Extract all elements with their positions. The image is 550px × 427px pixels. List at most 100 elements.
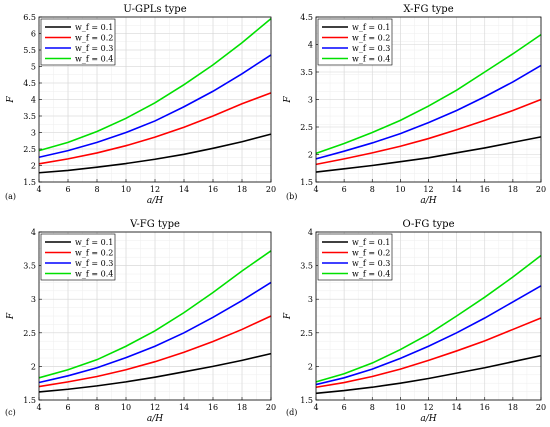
legend: w_f = 0.1 w_f = 0.2w_f = 0.3 w_f = 0.4 [317,233,393,281]
panel-label: (c) [5,408,16,417]
x-tick-label: 4 [313,403,318,412]
series-line-2 [315,98,542,166]
x-tick-label: 14 [179,403,189,412]
x-axis-label: a/H [420,196,436,206]
legend-label: w_f = 0.1 [352,23,390,32]
y-tick-label: 3 [308,295,313,304]
x-tick-label: 10 [121,403,131,412]
legend-label: w_f = 0.1 [75,238,113,247]
series-line-4 [38,250,272,379]
y-tick-label: 4.5 [23,79,36,88]
y-tick-label: 2 [31,162,36,171]
x-tick-label: 8 [94,185,99,194]
y-tick-label: 1.5 [300,396,313,405]
x-tick-label: 18 [508,185,518,194]
legend-label: w_f = 0.4 [352,55,390,64]
chart-panel-1: 4 6 8 10 12 14 16 18 20 1.5 2 2.5 3 3.5 4 4.5 5 5.5 6 6.5 U-… [5,4,276,206]
legend-label: w_f = 0.2 [352,34,390,43]
y-tick-label: 2.5 [23,329,36,338]
y-tick-label: 4 [31,228,36,237]
y-tick-label: 2 [31,362,36,371]
chart-panel-4: 4 6 8 10 12 14 16 18 20 1.5 2 2.5 3 3.5 4 O-FG type a/H F… [283,219,546,424]
legend-label: w_f = 0.1 [352,238,390,247]
x-axis-label: a/H [147,414,163,424]
y-tick-label: 5 [31,63,36,72]
y-tick-label: 2 [308,362,313,371]
legend-label: w_f = 0.2 [75,249,113,258]
series-line-3 [38,281,272,384]
series-line-4 [315,254,542,383]
series-line-2 [38,92,272,165]
panel-label: (b) [286,192,297,201]
series-line-3 [315,285,542,386]
y-tick-label: 4 [308,41,313,50]
y-tick-label: 2.5 [300,329,313,338]
chart-title: X-FG type [403,4,453,15]
series-line-4 [38,18,272,152]
x-tick-label: 18 [508,403,518,412]
y-axis-label: F [283,312,293,320]
y-tick-label: 4 [31,96,36,105]
y-tick-label: 3.5 [23,112,36,121]
y-axis-label: F [283,96,293,104]
y-tick-label: 4 [308,228,313,237]
y-tick-label: 1.5 [23,178,36,187]
legend-label: w_f = 0.4 [352,270,390,279]
x-tick-label: 16 [208,185,218,194]
y-axis-label: F [6,96,16,104]
x-tick-label: 12 [150,185,160,194]
x-tick-label: 6 [342,185,347,194]
x-tick-label: 4 [36,403,41,412]
series-line-2 [38,315,272,388]
legend-label: w_f = 0.3 [75,259,113,268]
y-tick-label: 1.5 [23,396,36,405]
legend-label: w_f = 0.2 [75,34,113,43]
x-tick-label: 20 [266,185,276,194]
x-tick-label: 4 [36,185,41,194]
x-tick-label: 18 [237,185,247,194]
x-tick-label: 8 [370,403,375,412]
y-tick-label: 4.5 [300,13,313,22]
chart-title: O-FG type [402,219,454,230]
legend-label: w_f = 0.1 [75,23,113,32]
y-tick-label: 3 [31,295,36,304]
panel-label: (a) [5,192,16,201]
y-axis-label: F [6,312,16,320]
y-tick-label: 1.5 [300,178,313,187]
y-tick-label: 3.5 [300,68,313,77]
x-tick-label: 6 [342,403,347,412]
x-tick-label: 10 [395,403,405,412]
x-tick-label: 20 [536,403,546,412]
y-tick-label: 3.5 [23,262,36,271]
y-tick-label: 2.5 [300,123,313,132]
x-tick-label: 16 [480,185,490,194]
x-tick-label: 6 [65,403,70,412]
legend-label: w_f = 0.3 [352,44,390,53]
x-tick-label: 8 [94,403,99,412]
x-tick-label: 12 [150,403,160,412]
y-tick-label: 2 [308,151,313,160]
y-tick-label: 6 [31,30,36,39]
x-tick-label: 18 [237,403,247,412]
x-tick-label: 14 [452,403,462,412]
x-tick-label: 20 [266,403,276,412]
series-line-1 [315,136,542,173]
chart-title: V-FG type [129,219,180,230]
legend-label: w_f = 0.4 [75,55,113,64]
chart-panel-2: 4 6 8 10 12 14 16 18 20 1.5 2 2.5 3 3.5 4 4.5 X-FG type a… [283,4,546,206]
x-tick-label: 10 [121,185,131,194]
x-tick-label: 14 [179,185,189,194]
legend-label: w_f = 0.4 [75,270,113,279]
series-line-3 [315,64,542,160]
series-line-1 [38,133,272,174]
y-tick-label: 6.5 [23,13,36,22]
chart-title: U-GPLs type [123,4,186,15]
series-line-2 [315,317,542,389]
x-tick-label: 16 [480,403,490,412]
series-line-3 [38,54,272,159]
x-tick-label: 20 [536,185,546,194]
x-tick-label: 12 [423,185,433,194]
x-tick-label: 14 [452,185,462,194]
y-tick-label: 3.5 [300,262,313,271]
